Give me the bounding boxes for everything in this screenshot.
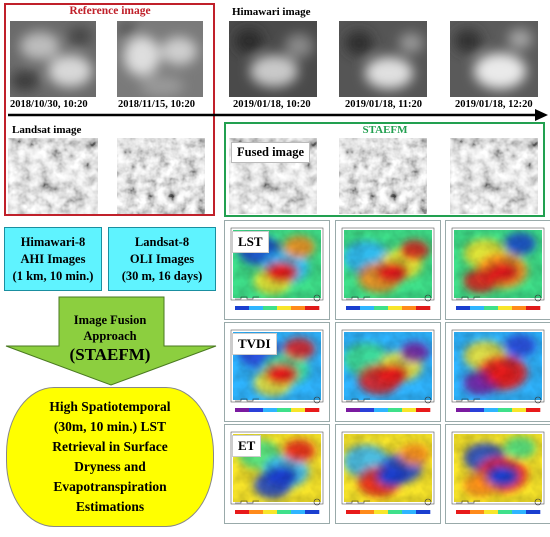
staefm-frame	[224, 122, 545, 217]
map-panel-lst-1: LST	[224, 220, 330, 320]
result-line-5: Evapotranspiration	[53, 479, 167, 494]
himawari-title: Himawari image	[232, 6, 311, 18]
reference-title: Reference image	[69, 5, 151, 17]
staefm-title: STAEFM	[362, 124, 408, 136]
map-image	[341, 329, 435, 412]
result-line-1: High Spatiotemporal	[49, 399, 171, 414]
map-image	[230, 431, 324, 514]
fusion-line-2: Approach	[83, 329, 137, 343]
map-panel-et-3	[445, 424, 550, 524]
map-image	[451, 431, 545, 514]
reference-frame	[4, 3, 215, 216]
fusion-arrow	[5, 296, 217, 386]
fusion-line-1: Image Fusion	[73, 313, 147, 327]
himawari-tile-3	[450, 21, 538, 97]
fusion-arrow-text: Image Fusion Approach (STAEFM)	[52, 312, 168, 366]
result-line-2: (30m, 10 min.) LST	[53, 419, 167, 434]
fused-tile-3	[450, 138, 538, 214]
map-panel-lst-3	[445, 220, 550, 320]
himawari-tile-1	[229, 21, 317, 97]
landsat-tile-1	[8, 138, 98, 214]
map-row-label: LST	[232, 231, 269, 253]
himawari-input-line-3: (1 km, 10 min.)	[12, 268, 94, 283]
landsat-label: Landsat image	[12, 124, 82, 136]
fused-image-label: Fused image	[231, 142, 311, 163]
himawari-date-2: 2019/01/18, 11:20	[345, 99, 423, 110]
himawari-date-3: 2019/01/18, 12:20	[455, 99, 533, 110]
himawari-input-box: Himawari-8 AHI Images (1 km, 10 min.)	[4, 227, 102, 291]
landsat-input-line-2: OLI Images	[129, 251, 195, 266]
result-line-6: Estimations	[75, 499, 145, 514]
reference-date-2: 2018/11/15, 10:20	[118, 99, 196, 110]
result-line-3: Retrieval in Surface	[52, 439, 168, 454]
map-image	[451, 329, 545, 412]
map-image	[451, 227, 545, 310]
map-image	[341, 431, 435, 514]
himawari-input-line-1: Himawari-8	[20, 234, 86, 249]
map-image	[341, 227, 435, 310]
fusion-line-3: (STAEFM)	[69, 345, 151, 364]
timeline-arrow	[8, 109, 548, 121]
map-panel-tvdi-2	[335, 322, 441, 422]
landsat-tile-2	[117, 138, 205, 214]
himawari-tile-2	[339, 21, 427, 97]
map-panel-tvdi-3	[445, 322, 550, 422]
map-panel-lst-2	[335, 220, 441, 320]
result-box: High Spatiotemporal (30m, 10 min.) LST R…	[6, 387, 214, 527]
map-panel-tvdi-1: TVDI	[224, 322, 330, 422]
reference-himawari-tile-1	[10, 21, 96, 97]
reference-himawari-tile-2	[117, 21, 203, 97]
map-row-label: ET	[232, 435, 262, 457]
map-row-label: TVDI	[232, 333, 277, 355]
reference-date-1: 2018/10/30, 10:20	[10, 99, 88, 110]
landsat-input-box: Landsat-8 OLI Images (30 m, 16 days)	[108, 227, 216, 291]
himawari-input-line-2: AHI Images	[20, 251, 86, 266]
map-image	[230, 329, 324, 412]
landsat-input-line-1: Landsat-8	[134, 234, 190, 249]
landsat-input-line-3: (30 m, 16 days)	[121, 268, 203, 283]
himawari-date-1: 2019/01/18, 10:20	[233, 99, 311, 110]
fused-tile-2	[339, 138, 427, 214]
map-panel-et-1: ET	[224, 424, 330, 524]
map-panel-et-2	[335, 424, 441, 524]
result-line-4: Dryness and	[74, 459, 146, 474]
